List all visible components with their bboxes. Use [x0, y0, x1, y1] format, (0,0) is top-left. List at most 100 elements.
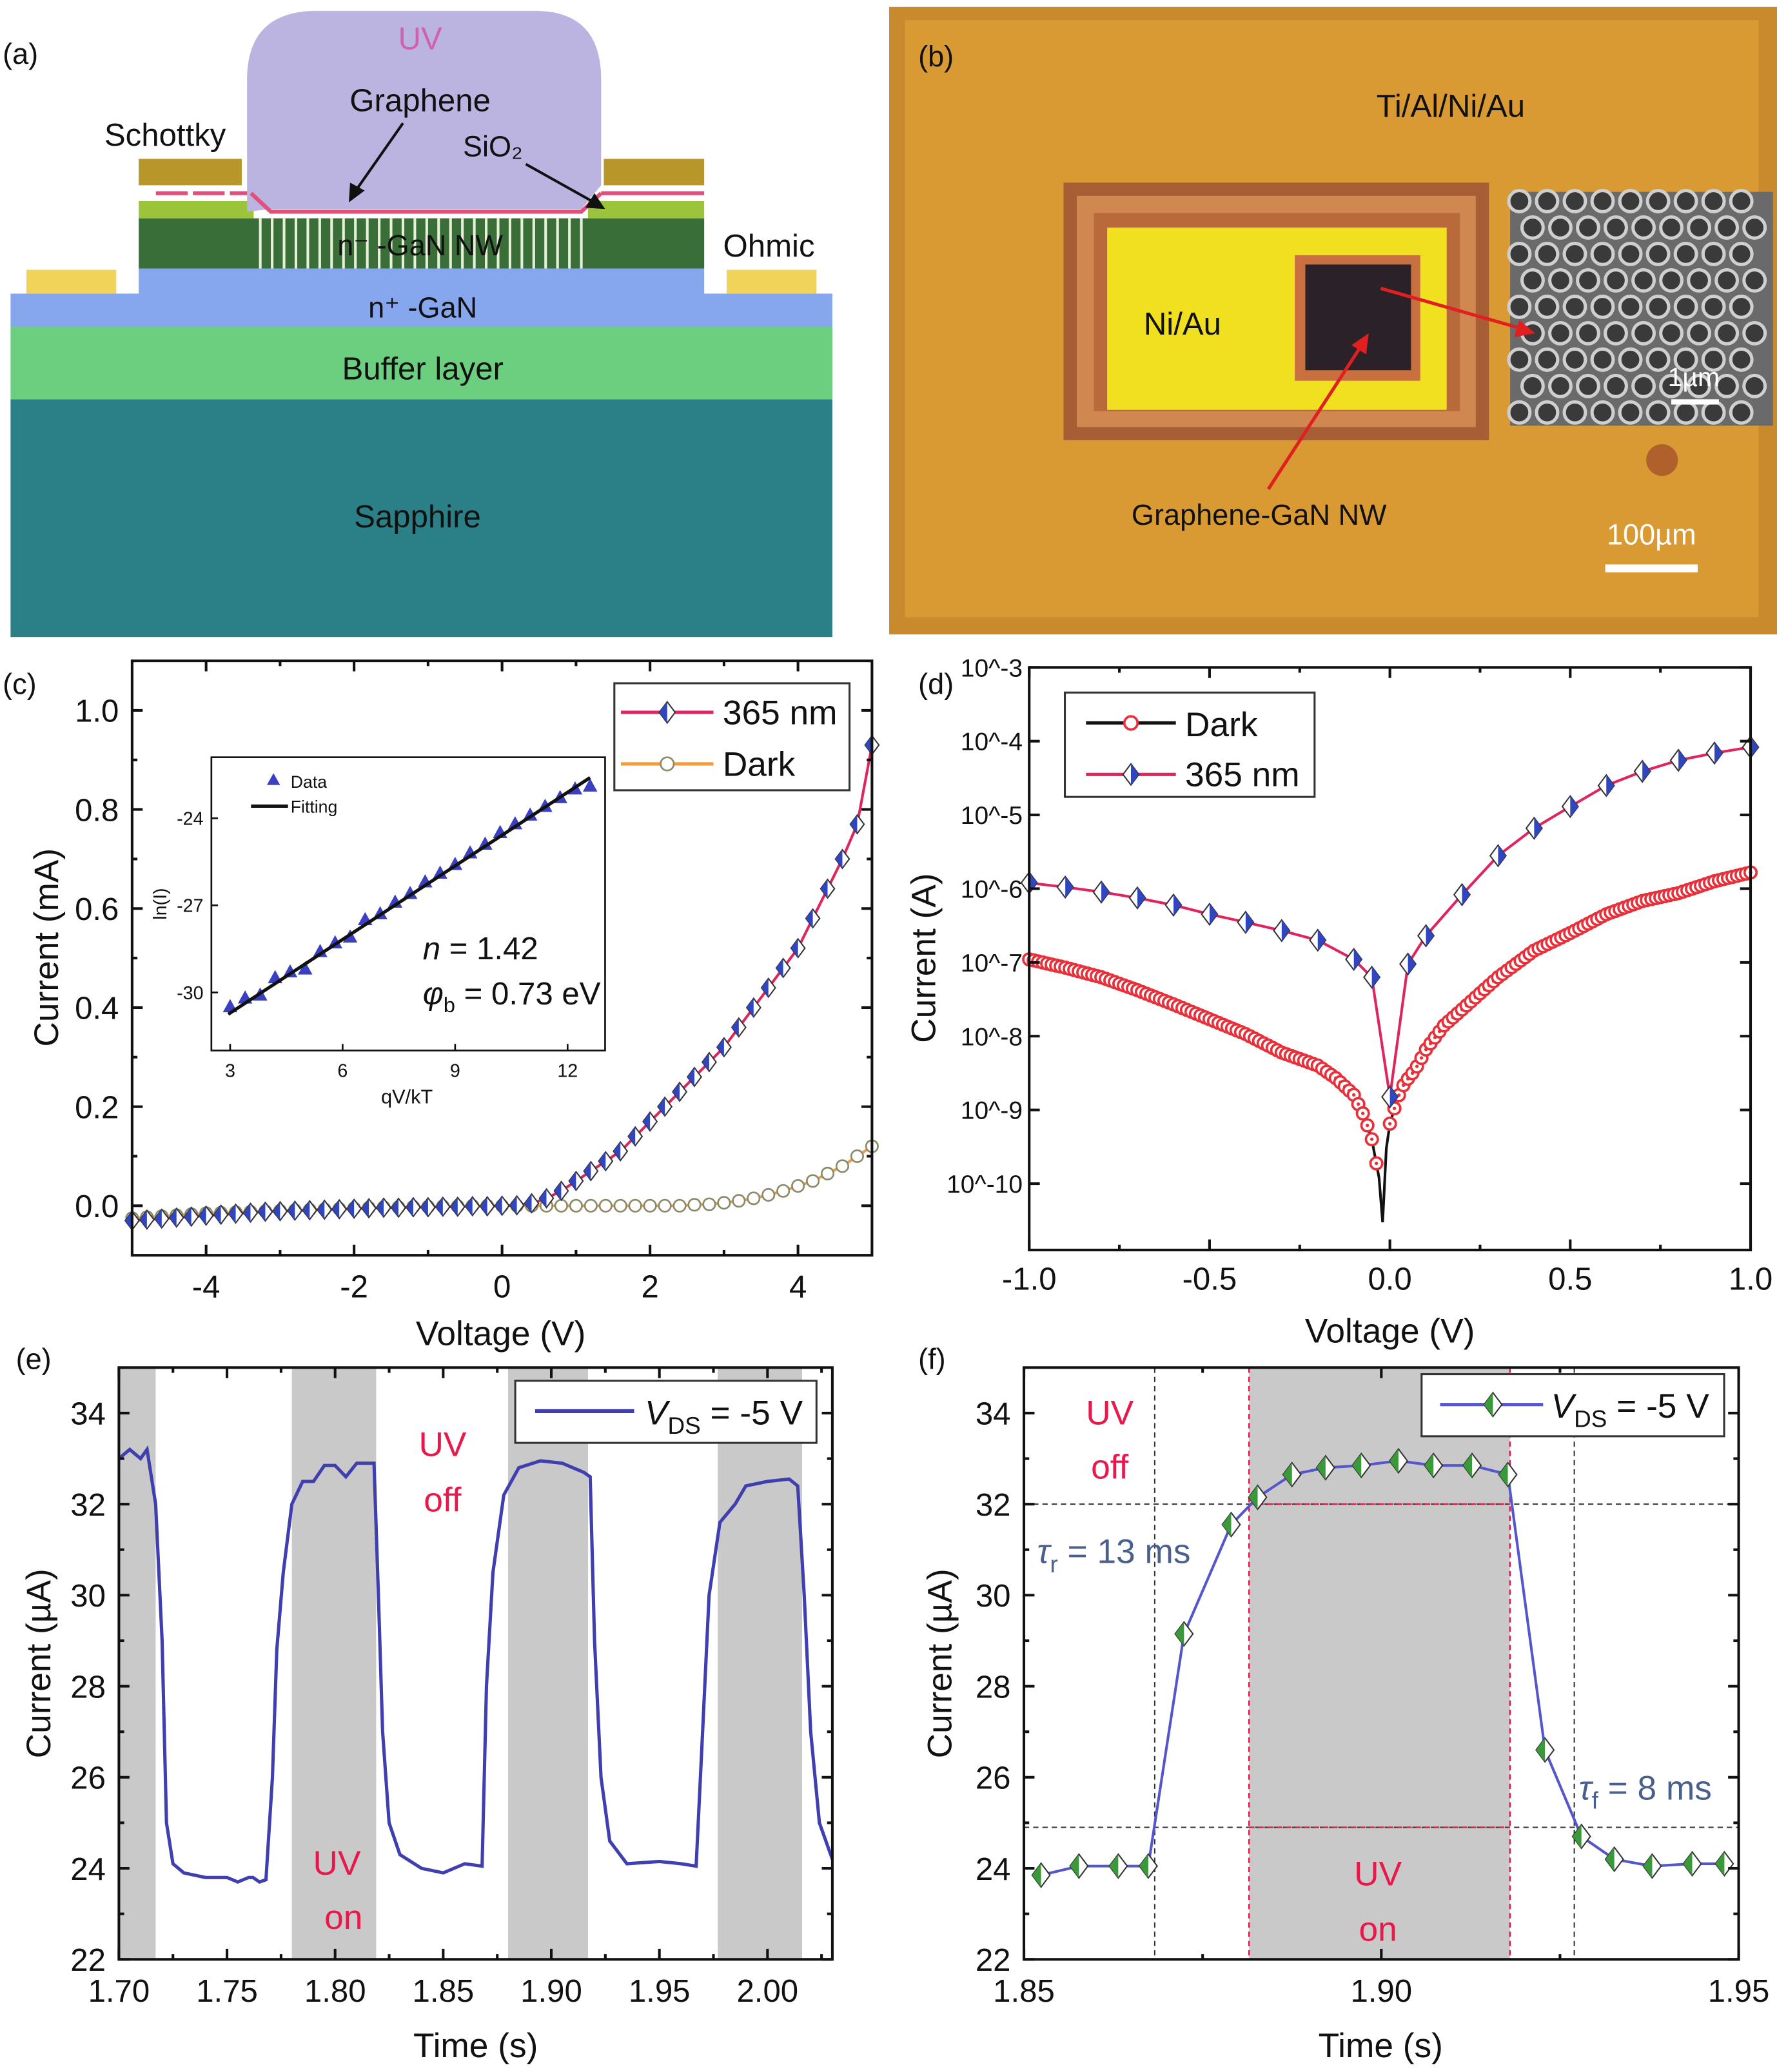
panel-b-micrograph: (b) Ti/Al/Ni/Au Ni/Au Graphene-GaN NW 1µ…: [889, 6, 1777, 635]
sem-nanowire-hole: [1701, 400, 1726, 425]
f-uv-off-line1: UV: [1086, 1394, 1134, 1432]
nanowire: [330, 218, 333, 269]
d-365nm-point-fill: [1245, 912, 1254, 933]
c-365nm-point-fill: [613, 1142, 621, 1161]
sem-nanowire-hole: [1742, 215, 1767, 240]
sem-nanowire-hole: [1507, 241, 1532, 266]
uv-label: UV: [398, 21, 442, 56]
e-legend-label: VDS = -5 V: [645, 1394, 803, 1438]
d-legend-365nm-marker-fill: [1131, 763, 1139, 785]
nanowire: [282, 218, 286, 269]
nplus-gan-mesa: [139, 267, 705, 297]
f-y-tick-label: 34: [976, 1396, 1011, 1432]
c-legend-365nm: 365 nm: [723, 694, 838, 732]
sem-nanowire-hole: [1590, 241, 1615, 266]
d-y-axis-label: Current (A): [905, 873, 943, 1042]
d-series-dark-line: [1028, 871, 1751, 1223]
c-365nm-point-fill: [761, 978, 769, 997]
graphene-gan-nw-area: [1305, 264, 1411, 371]
nanowire: [437, 218, 440, 269]
c-365nm-point-fill: [835, 850, 843, 868]
sem-nanowire-hole: [1729, 189, 1754, 213]
sem-nanowire-hole: [1535, 189, 1560, 213]
e-legend-symbol: V: [645, 1394, 671, 1432]
nw-layer: [139, 218, 705, 269]
f-x-axis-label: Time (s): [1319, 2027, 1443, 2065]
inset-x-tick-label: 3: [225, 1061, 235, 1082]
sem-nanowire-hole: [1673, 241, 1698, 266]
c-365nm-point-fill: [258, 1202, 266, 1221]
f-y-tick-label: 22: [976, 1942, 1011, 1978]
c-365nm-point-fill: [184, 1207, 191, 1226]
nanowire: [485, 218, 488, 269]
sem-nanowire-hole: [1618, 400, 1643, 425]
d-x-tick-label: 0.5: [1548, 1261, 1592, 1296]
inset-y-tick-label: -27: [177, 896, 203, 917]
sem-nanowire-hole: [1714, 320, 1740, 346]
sem-nanowire-hole: [1576, 373, 1600, 398]
d-365nm-point-fill: [1101, 881, 1110, 903]
sem-nanowire-hole: [1520, 268, 1545, 293]
sem-nanowire-hole: [1714, 373, 1740, 398]
c-365nm-point-fill: [747, 998, 754, 1017]
d-dark-point-center: [1419, 1056, 1424, 1060]
active-arrowhead-icon: [1351, 333, 1369, 355]
c-365nm-point-fill: [228, 1204, 236, 1223]
nanowire: [294, 218, 298, 269]
e-y-tick-label: 22: [70, 1942, 106, 1978]
nw-layer-label: n⁻ -GaN NW: [337, 229, 503, 262]
inset-plot-frame: [210, 756, 606, 1051]
c-dark-point: [761, 1187, 776, 1202]
inset-data-point: [478, 836, 493, 850]
c-365nm-point-fill: [865, 736, 872, 755]
inset-data-point: [282, 964, 298, 978]
ohmic-label: Ohmic: [723, 228, 815, 264]
d-x-tick-label: 1.0: [1729, 1261, 1772, 1296]
f-y-tick-label: 32: [976, 1487, 1011, 1523]
e-x-tick-label: 1.90: [520, 1973, 582, 2009]
f-x-tick-label: 1.90: [1350, 1973, 1412, 2009]
inset-legend-fitting: Fitting: [291, 797, 338, 817]
f-y-axis-label: Current (µA): [921, 1569, 959, 1758]
c-365nm-point-fill: [790, 939, 798, 958]
e-uv-on-line1: UV: [313, 1844, 361, 1882]
sem-nanowire-hole: [1673, 294, 1698, 319]
d-y-tick-label: 10^-8: [961, 1023, 1023, 1051]
nanowire: [425, 218, 428, 269]
c-365nm-point-fill: [421, 1198, 428, 1217]
nanowire: [532, 218, 535, 269]
c-365nm-point-fill: [140, 1210, 147, 1229]
f-x-tick-label: 1.95: [1708, 1973, 1770, 2009]
e-x-tick-label: 1.80: [304, 1973, 366, 2009]
c-legend-365nm-marker-fill: [659, 701, 667, 723]
sem-nanowire-hole: [1576, 215, 1600, 240]
inset-x-axis-label: qV/kT: [381, 1086, 433, 1108]
e-annotations: VDS = -5 V UV off UV on: [313, 1380, 818, 1937]
f-data-point-fill: [1715, 1852, 1725, 1876]
nanowire: [342, 218, 345, 269]
f-data-point-fill: [1389, 1449, 1399, 1473]
c-365nm-point-fill: [509, 1196, 517, 1215]
c-365nm-point-fill: [702, 1053, 709, 1071]
c-dark-point: [776, 1184, 790, 1198]
sem-nanowire-hole: [1631, 373, 1656, 398]
sem-nanowire-hole: [1547, 268, 1573, 293]
panel-c-iv-linear: (c) Voltage (V) Current (mA) -4 -2 0 2 4 0.0 0…: [3, 660, 880, 1353]
sem-nanowire-hole: [1535, 347, 1560, 372]
d-365nm-point-fill: [1065, 876, 1074, 898]
f-legend-symbol: V: [1551, 1387, 1577, 1425]
c-legend: 365 nm Dark: [613, 682, 851, 792]
sem-nanowire-hole: [1659, 373, 1684, 398]
f-data-point-fill: [1317, 1456, 1326, 1480]
sem-nanowire-hole: [1645, 400, 1671, 425]
f-data-point-fill: [1070, 1854, 1079, 1878]
f-data-point-fill: [1424, 1453, 1434, 1478]
nanowire: [580, 218, 583, 269]
d-dark-point-center: [1361, 1111, 1365, 1115]
fall-symbol: τ: [1579, 1769, 1594, 1807]
d-legend-box: [1064, 691, 1316, 798]
sem-nanowire-hole: [1631, 320, 1656, 346]
nanowire: [366, 218, 369, 269]
nanowire-stripes: [259, 218, 583, 269]
ideality-value: = 1.42: [440, 931, 538, 966]
